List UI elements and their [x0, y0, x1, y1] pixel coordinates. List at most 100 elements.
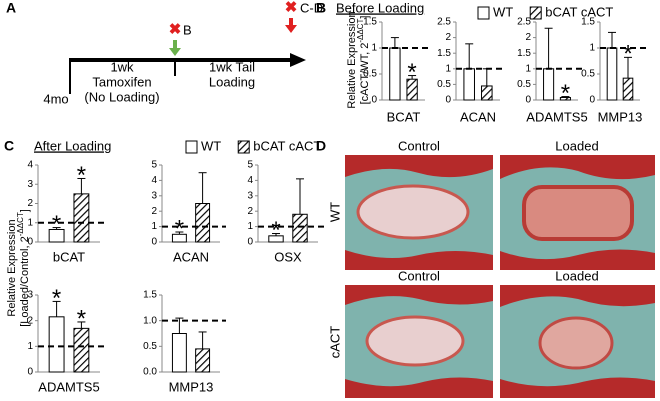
significance-marker: *	[77, 162, 86, 189]
y-tick-label: 2	[525, 32, 531, 43]
event-label: C-D	[300, 0, 323, 15]
significance-marker: *	[52, 285, 61, 312]
bar	[559, 97, 571, 101]
panel-label: C	[4, 138, 14, 154]
bar	[606, 47, 618, 101]
phase-text: 1wk	[110, 59, 134, 74]
legend-label: WT	[201, 138, 221, 153]
phase-text: (No Loading)	[84, 89, 159, 104]
bar	[406, 78, 418, 101]
y-tick-label: 1	[151, 221, 157, 232]
y-tick-label: 3	[27, 179, 33, 190]
y-tick-label: 1.5	[581, 17, 595, 28]
bar	[195, 203, 211, 243]
bar	[171, 333, 187, 373]
y-tick-label: 1.5	[517, 48, 531, 59]
significance-marker: *	[52, 211, 61, 238]
y-tick-label: 2.5	[437, 17, 451, 28]
y-tick-label: 1	[247, 221, 253, 232]
y-tick-label: 0	[589, 95, 595, 106]
bar	[73, 327, 90, 373]
svg-text:✖: ✖	[285, 0, 298, 16]
column-label: Control	[398, 268, 440, 283]
significance-marker: *	[77, 305, 86, 332]
significance-marker: *	[561, 80, 570, 107]
timeline-start: 4mo	[43, 91, 68, 106]
column-label: Loaded	[555, 268, 598, 283]
bar	[463, 68, 475, 101]
y-tick-label: 1	[525, 63, 531, 74]
x-tick-label: MMP13	[169, 379, 214, 394]
y-tick-label: 3	[247, 190, 253, 201]
significance-marker: *	[623, 41, 632, 68]
y-tick-label: 5	[151, 160, 157, 171]
y-tick-label: 0	[525, 95, 531, 106]
y-tick-label: 0	[27, 237, 33, 248]
y-tick-label: 1.5	[437, 48, 451, 59]
legend-label: bCAT cACT	[253, 138, 321, 153]
y-tick-label: 1	[27, 341, 33, 352]
x-tick-label: MMP13	[598, 109, 643, 124]
phase-text: 1wk Tail	[209, 59, 255, 74]
row-label: cACT	[327, 326, 342, 359]
bar	[292, 213, 308, 243]
y-tick-label: 2	[445, 32, 451, 43]
x-tick-label: BCAT	[387, 109, 421, 124]
y-tick-label: 0.5	[437, 79, 451, 90]
timeline: ✖ ✖	[69, 0, 306, 94]
column-label: Control	[398, 138, 440, 153]
legend-swatch	[237, 140, 250, 154]
y-tick-label: 0	[247, 237, 253, 248]
panel-label: D	[316, 138, 326, 154]
y-tick-label: 2	[247, 206, 253, 217]
y-axis-label: Relative Expression[cACT/WT, 2-ΔΔCT]	[346, 11, 371, 108]
legend-label: WT	[493, 4, 513, 19]
y-tick-label: 2	[27, 198, 33, 209]
y-tick-label: 1.0	[143, 315, 157, 326]
y-tick-label: 4	[27, 160, 33, 171]
y-tick-label: 3	[27, 290, 33, 301]
x-tick-label: ADAMTS5	[38, 379, 99, 394]
y-tick-label: 1	[371, 43, 377, 54]
legend-swatch	[529, 6, 542, 20]
bar	[268, 235, 284, 243]
column-label: Loaded	[555, 138, 598, 153]
phase-text: Tamoxifen	[92, 74, 151, 89]
y-tick-label: 0.5	[363, 69, 377, 80]
legend-swatch	[185, 140, 198, 154]
y-tick-label: 1	[445, 63, 451, 74]
panel-title: After Loading	[34, 138, 111, 153]
y-tick-label: 0	[151, 237, 157, 248]
bar	[389, 47, 401, 101]
y-tick-label: 1	[589, 43, 595, 54]
bar	[543, 68, 555, 101]
histology-images	[345, 155, 655, 398]
legend-swatch	[477, 6, 490, 20]
x-tick-label: ACAN	[460, 109, 496, 124]
y-axis-label: Relative Expression[Loaded/Control, 2-ΔΔ…	[6, 209, 31, 327]
bar	[195, 348, 211, 373]
svg-text:✖: ✖	[169, 21, 182, 38]
panel-label: B	[316, 0, 326, 16]
significance-marker: *	[271, 217, 280, 244]
x-tick-label: ACAN	[173, 249, 209, 264]
x-tick-label: bCAT	[53, 249, 85, 264]
bar	[48, 228, 65, 243]
y-tick-label: 0.5	[143, 341, 157, 352]
y-tick-label: 2.5	[517, 17, 531, 28]
legend-label: bCAT cACT	[545, 4, 613, 19]
bar	[622, 77, 634, 101]
y-tick-label: 1	[27, 217, 33, 228]
y-tick-label: 0.0	[143, 367, 157, 378]
y-tick-label: 0	[27, 367, 33, 378]
bar	[171, 233, 187, 243]
event-label: B	[183, 22, 192, 37]
y-tick-label: 2	[27, 315, 33, 326]
y-tick-label: 3	[151, 190, 157, 201]
bar	[73, 193, 90, 243]
y-tick-label: 0.5	[517, 79, 531, 90]
row-label: WT	[327, 202, 342, 222]
significance-marker: *	[407, 59, 416, 86]
x-tick-label: OSX	[274, 249, 302, 264]
